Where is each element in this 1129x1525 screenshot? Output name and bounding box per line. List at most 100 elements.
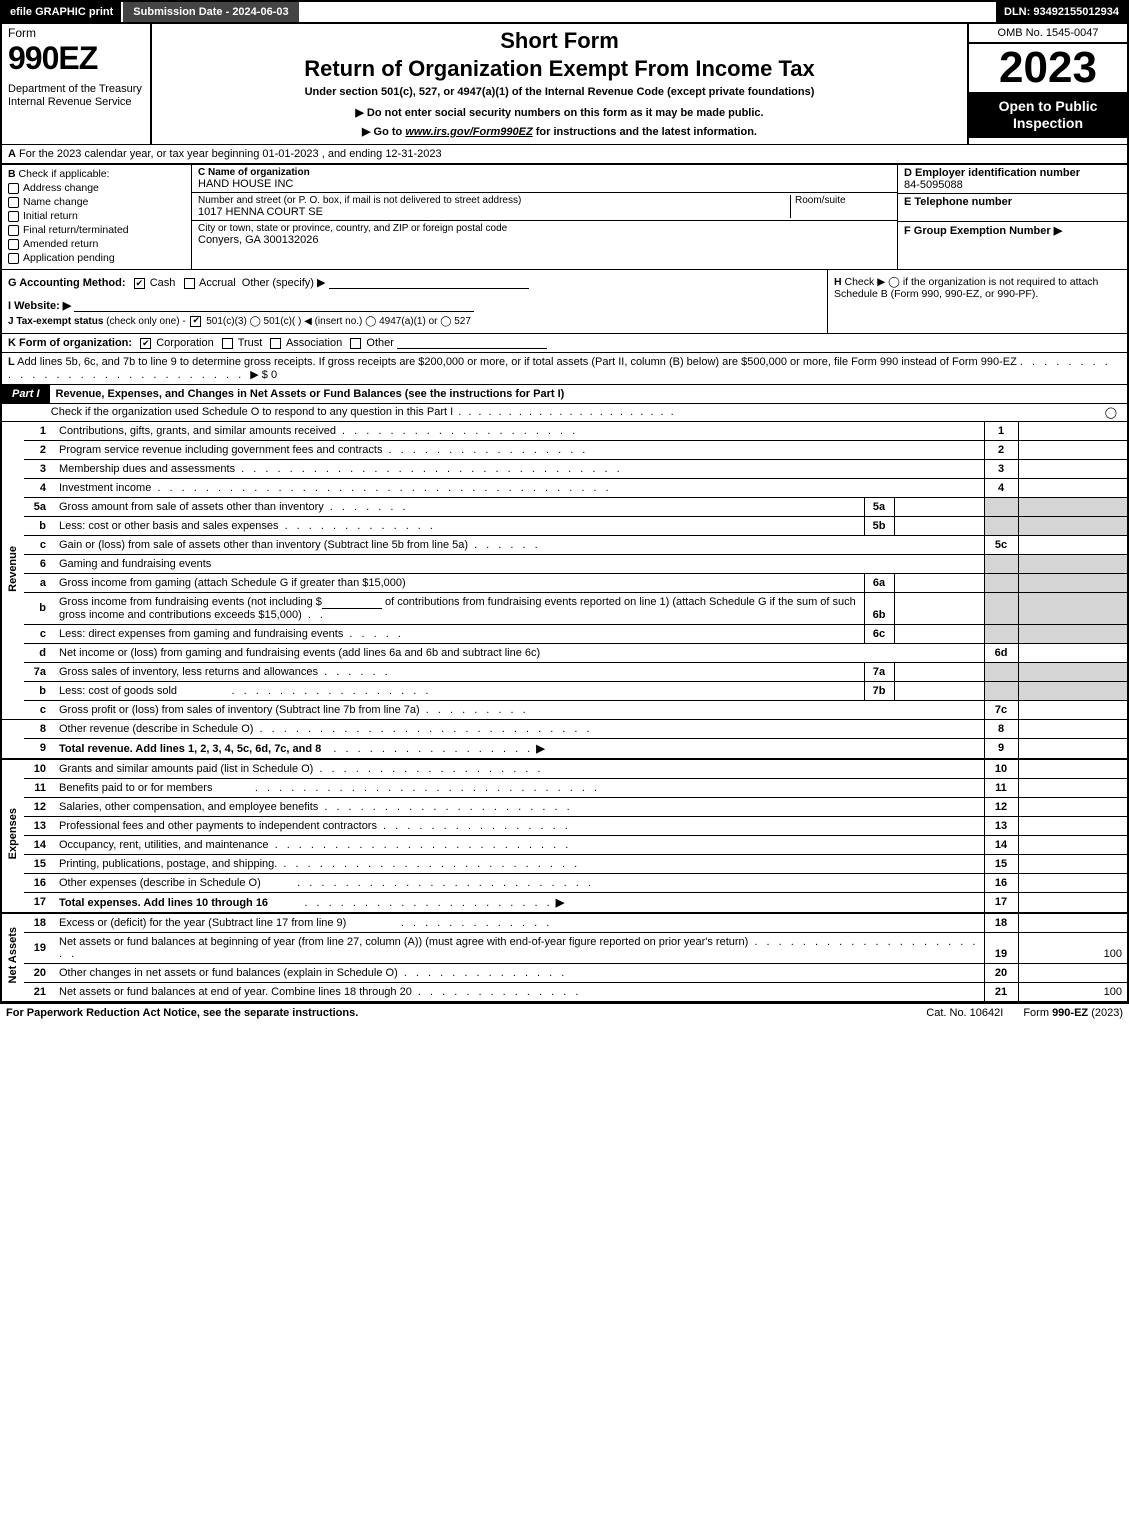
line-box-no: 12 bbox=[984, 797, 1018, 816]
org-name-row: C Name of organization HAND HOUSE INC bbox=[192, 165, 897, 193]
table-row: 21 Net assets or fund balances at end of… bbox=[1, 982, 1128, 1002]
desc-text: Other changes in net assets or fund bala… bbox=[59, 967, 398, 979]
footer: For Paperwork Reduction Act Notice, see … bbox=[0, 1003, 1129, 1022]
other-org-blank[interactable] bbox=[397, 337, 547, 349]
column-B: B Check if applicable: Address change Na… bbox=[2, 165, 192, 269]
line-L: L Add lines 5b, 6c, and 7b to line 9 to … bbox=[0, 353, 1129, 385]
line-desc: Net assets or fund balances at end of ye… bbox=[54, 982, 984, 1002]
line-no: 18 bbox=[24, 913, 54, 933]
desc-text: Less: direct expenses from gaming and fu… bbox=[59, 628, 343, 640]
ein-cell: D Employer identification number 84-5095… bbox=[898, 165, 1127, 194]
form-header: Form 990EZ Department of the Treasury In… bbox=[0, 24, 1129, 144]
line-box-val bbox=[1018, 854, 1128, 873]
checkbox-icon[interactable] bbox=[8, 183, 19, 194]
table-row: c Gross profit or (loss) from sales of i… bbox=[1, 700, 1128, 719]
irs-link[interactable]: www.irs.gov/Form990EZ bbox=[405, 126, 532, 138]
checkbox-icon[interactable] bbox=[8, 211, 19, 222]
desc-text: Contributions, gifts, grants, and simila… bbox=[59, 425, 336, 437]
desc-text: Gross profit or (loss) from sales of inv… bbox=[59, 704, 420, 716]
tax-year: 2023 bbox=[969, 44, 1127, 92]
grey-cell bbox=[984, 662, 1018, 681]
table-row: Expenses 10 Grants and similar amounts p… bbox=[1, 759, 1128, 779]
line-desc: Net assets or fund balances at beginning… bbox=[54, 932, 984, 963]
chk-association[interactable] bbox=[270, 338, 281, 349]
line-box-val bbox=[1018, 479, 1128, 498]
chk-amended-return[interactable]: Amended return bbox=[8, 238, 185, 250]
line-no: 9 bbox=[24, 738, 54, 759]
checkbox-icon[interactable] bbox=[8, 197, 19, 208]
other-label: Other (specify) ▶ bbox=[242, 277, 326, 289]
website-blank[interactable] bbox=[74, 300, 474, 312]
checkbox-icon[interactable] bbox=[8, 253, 19, 264]
chk-trust[interactable] bbox=[222, 338, 233, 349]
line-box-no: 19 bbox=[984, 932, 1018, 963]
grey-cell bbox=[1018, 624, 1128, 643]
other-blank[interactable] bbox=[329, 277, 529, 289]
line-H: H Check ▶ ◯ if the organization is not r… bbox=[827, 270, 1127, 333]
line-desc: Less: cost or other basis and sales expe… bbox=[54, 517, 864, 536]
chk-cash[interactable] bbox=[134, 278, 145, 289]
table-row: 5a Gross amount from sale of assets othe… bbox=[1, 498, 1128, 517]
dots: . . . . . . . . . . . . . . . . . . . . … bbox=[253, 723, 592, 735]
line-box-val bbox=[1018, 460, 1128, 479]
line-box-no: 14 bbox=[984, 835, 1018, 854]
arrow-icon: ▶ bbox=[556, 897, 564, 909]
grey-cell bbox=[984, 593, 1018, 624]
chk-501c3[interactable] bbox=[190, 316, 201, 327]
mini-no: 7a bbox=[864, 662, 894, 681]
desc-text: Professional fees and other payments to … bbox=[59, 820, 377, 832]
dots: . . . . . . . . . . . . . . . . . . . . … bbox=[261, 877, 594, 889]
part-I-title: Revenue, Expenses, and Changes in Net As… bbox=[50, 385, 1127, 403]
line-A-text: For the 2023 calendar year, or tax year … bbox=[16, 148, 442, 160]
chk-name-change[interactable]: Name change bbox=[8, 196, 185, 208]
line-desc: Occupancy, rent, utilities, and maintena… bbox=[54, 835, 984, 854]
vert-label-revenue: Revenue bbox=[1, 422, 24, 719]
line-K: K Form of organization: Corporation Trus… bbox=[0, 334, 1129, 353]
checkbox-icon[interactable] bbox=[8, 239, 19, 250]
other-org-label: Other bbox=[366, 337, 394, 349]
blank-amount[interactable] bbox=[322, 597, 382, 609]
line-box-val bbox=[1018, 422, 1128, 441]
checkbox-icon[interactable] bbox=[8, 225, 19, 236]
h-label: H bbox=[834, 276, 842, 288]
g-left: G Accounting Method: Cash Accrual Other … bbox=[2, 270, 827, 333]
chk-corporation[interactable] bbox=[140, 338, 151, 349]
line-box-val: 100 bbox=[1018, 932, 1128, 963]
chk-address-change[interactable]: Address change bbox=[8, 182, 185, 194]
mini-no: 5a bbox=[864, 498, 894, 517]
table-row: Net Assets 18 Excess or (deficit) for th… bbox=[1, 913, 1128, 933]
chk-initial-return[interactable]: Initial return bbox=[8, 210, 185, 222]
corp-label: Corporation bbox=[156, 337, 213, 349]
sched-o-checkbox[interactable]: ◯ bbox=[1105, 406, 1121, 419]
instr2-pre: ▶ Go to bbox=[362, 126, 405, 138]
line-box-no: 21 bbox=[984, 982, 1018, 1002]
desc-text: Gross amount from sale of assets other t… bbox=[59, 501, 324, 513]
chk-final-return[interactable]: Final return/terminated bbox=[8, 224, 185, 236]
chk-label: Name change bbox=[23, 196, 88, 208]
line-box-no: 16 bbox=[984, 873, 1018, 892]
table-row: 12 Salaries, other compensation, and emp… bbox=[1, 797, 1128, 816]
line-box-no: 4 bbox=[984, 479, 1018, 498]
chk-accrual[interactable] bbox=[184, 278, 195, 289]
col-B-check-if: Check if applicable: bbox=[19, 168, 110, 180]
i-label: I Website: ▶ bbox=[8, 300, 71, 312]
topbar: efile GRAPHIC print Submission Date - 20… bbox=[0, 0, 1129, 24]
grey-cell bbox=[984, 574, 1018, 593]
line-desc: Less: cost of goods sold . . . . . . . .… bbox=[54, 681, 864, 700]
d-value: 84-5095088 bbox=[904, 179, 1121, 191]
chk-other-org[interactable] bbox=[350, 338, 361, 349]
efile-print-label[interactable]: efile GRAPHIC print bbox=[2, 2, 121, 22]
table-row: b Less: cost of goods sold . . . . . . .… bbox=[1, 681, 1128, 700]
dln-label: DLN: 93492155012934 bbox=[996, 2, 1127, 22]
desc-text: Gross income from fundraising events (no… bbox=[59, 596, 322, 608]
omb-number: OMB No. 1545-0047 bbox=[969, 24, 1127, 44]
line-no: 7a bbox=[24, 662, 54, 681]
line-no: 14 bbox=[24, 835, 54, 854]
table-row: Revenue 1 Contributions, gifts, grants, … bbox=[1, 422, 1128, 441]
table-row: d Net income or (loss) from gaming and f… bbox=[1, 643, 1128, 662]
line-box-val bbox=[1018, 759, 1128, 779]
line-box-val bbox=[1018, 913, 1128, 933]
chk-application-pending[interactable]: Application pending bbox=[8, 252, 185, 264]
line-box-val bbox=[1018, 963, 1128, 982]
footer-form-pre: Form bbox=[1023, 1007, 1052, 1019]
